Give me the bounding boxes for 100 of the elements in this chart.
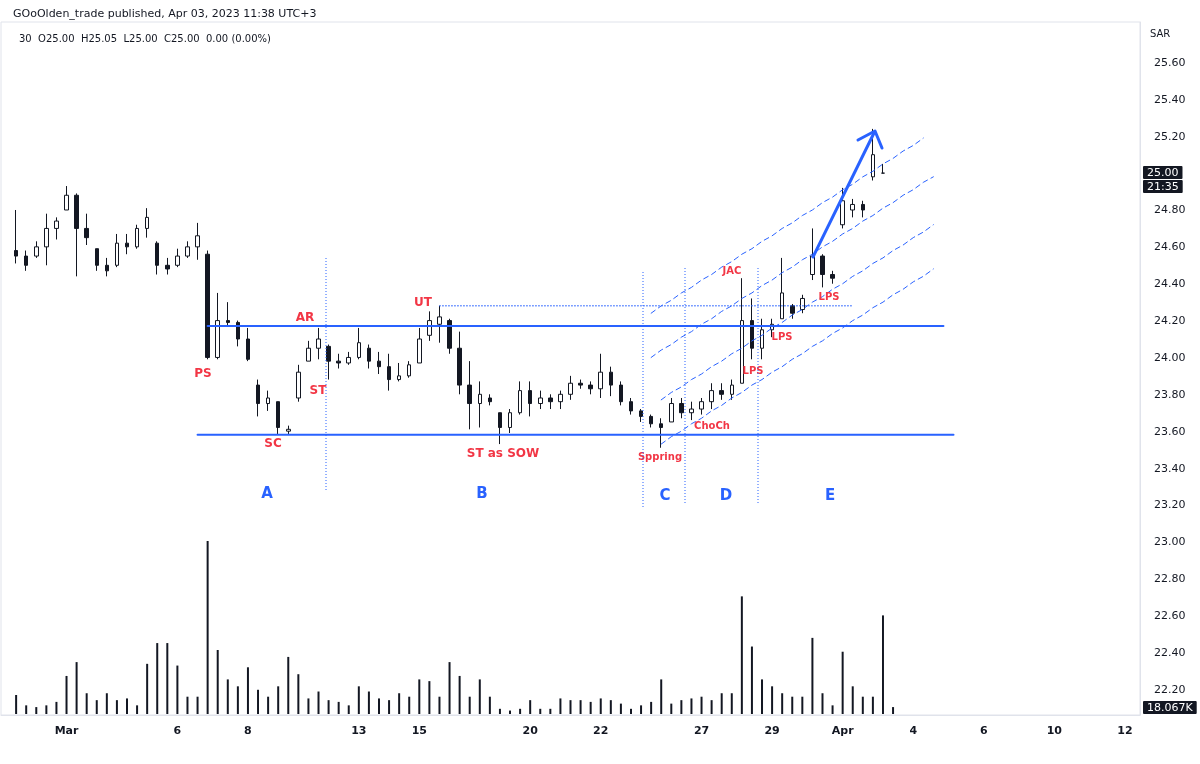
candlestick [407,360,411,379]
candlestick [346,351,351,366]
bar [206,541,209,714]
y-axis-title: SAR [1150,27,1171,39]
annotation: A [261,484,274,502]
bar [629,708,632,714]
bar [549,708,552,714]
bar [428,681,431,714]
candlestick [467,360,472,430]
y-tick-label: 24.60 [1154,240,1186,254]
bar [85,693,88,714]
bar [589,701,592,714]
bar [478,679,481,714]
bar [791,696,794,714]
bar [418,679,421,714]
bar [690,698,693,714]
bar [700,696,703,714]
bar [519,708,522,714]
bar [720,693,723,714]
bar [579,700,582,714]
y-tick-label: 22.40 [1154,645,1186,659]
annotation: ST [309,383,328,397]
candlestick [709,382,714,410]
candlestick [568,375,573,401]
annotation: Sppring [637,450,683,462]
bar [65,675,68,714]
candlestick [226,301,230,327]
bar [801,696,804,714]
annotation: B [476,484,488,502]
candlestick [669,397,674,423]
annotation: LPS [771,330,793,342]
annotation: AR [295,310,315,324]
bar [851,686,854,714]
bar [267,696,270,714]
bar [488,696,491,714]
y-tick-label: 22.20 [1154,682,1186,696]
candlestick [790,303,795,320]
candlestick [215,292,220,360]
bar [861,696,864,714]
bar [761,679,764,714]
candlestick [740,277,744,384]
candlestick [659,417,663,449]
candlestick [387,353,391,392]
y-tick-label: 25.20 [1154,129,1186,143]
candlestick [377,351,381,375]
bar [750,646,753,714]
candlestick [488,393,492,406]
candlestick [760,318,764,360]
candlestick [518,380,522,416]
candlestick [397,362,401,382]
y-tick-label: 24.00 [1154,350,1186,364]
bar [216,649,219,714]
bar [367,691,370,714]
bar [599,698,602,714]
bar [831,705,834,714]
x-tick-label: 20 [522,724,539,737]
candlestick [296,364,301,403]
candlestick [74,192,79,277]
candlestick [730,379,734,401]
candlestick [306,340,311,362]
bar [186,696,189,714]
bar [45,705,48,714]
y-tick-label: 23.60 [1154,424,1186,438]
annotation: ChoCh [694,419,730,431]
candlestick [205,250,210,360]
candlestick [24,250,28,272]
x-tick-label: 10 [1046,724,1063,737]
bar [15,694,18,714]
candlestick [266,390,270,412]
bar [640,705,643,714]
candlestick [236,320,240,347]
annotation: ST as SOW [466,446,540,460]
x-tick-label: 22 [593,724,609,737]
annotation: C [659,486,671,504]
text: 30 O25.00 H25.05 L25.00 C25.00 0.00 (0.00%) [19,32,272,44]
candlestick [639,408,643,423]
candlestick [861,200,865,218]
bar [881,615,884,714]
candlestick [54,216,59,240]
bar [166,643,169,714]
bar [317,691,320,714]
x-tick-label: 27 [693,724,710,737]
bar [236,686,239,714]
candlestick [145,207,149,239]
bar [811,637,814,714]
candlestick [175,248,180,268]
candlestick [830,270,835,285]
bar [458,675,461,714]
bar [257,689,260,714]
candlestick [185,240,190,259]
x-tick-label: Apr [831,724,855,737]
candlestick [367,344,371,369]
bar [55,701,58,714]
bar [529,700,532,714]
candlestick [115,233,119,268]
candlestick [326,344,331,381]
bar [650,701,653,714]
candlestick [316,327,321,360]
bar [821,693,824,714]
y-tick-label: 23.20 [1154,498,1186,512]
